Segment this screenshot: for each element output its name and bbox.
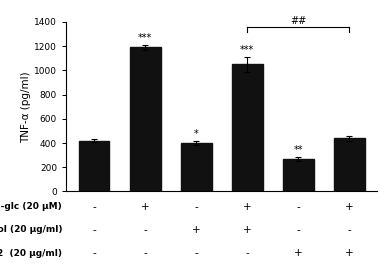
Text: Isotype control (20 μg/ml): Isotype control (20 μg/ml) xyxy=(0,226,62,235)
Bar xyxy=(334,138,364,192)
Text: -: - xyxy=(194,248,198,258)
Bar xyxy=(283,159,314,192)
Text: Emodin-glc (20 μM): Emodin-glc (20 μM) xyxy=(0,202,62,211)
Bar xyxy=(232,64,263,192)
Text: +: + xyxy=(294,248,303,258)
Text: -: - xyxy=(92,248,96,258)
Text: ***: *** xyxy=(240,45,254,55)
Text: ##: ## xyxy=(290,16,307,26)
Bar xyxy=(79,141,109,192)
Text: Anti-TLR-2  (20 μg/ml): Anti-TLR-2 (20 μg/ml) xyxy=(0,249,62,258)
Bar xyxy=(181,143,212,192)
Text: +: + xyxy=(192,225,201,235)
Text: *: * xyxy=(194,129,199,139)
Text: -: - xyxy=(92,225,96,235)
Text: -: - xyxy=(143,225,147,235)
Y-axis label: TNF-α (pg/ml): TNF-α (pg/ml) xyxy=(21,71,32,142)
Text: +: + xyxy=(243,202,252,212)
Text: +: + xyxy=(243,225,252,235)
Text: ***: *** xyxy=(138,33,152,43)
Text: -: - xyxy=(245,248,249,258)
Bar xyxy=(130,47,161,192)
Text: +: + xyxy=(345,202,354,212)
Text: +: + xyxy=(345,248,354,258)
Text: -: - xyxy=(296,202,300,212)
Text: -: - xyxy=(143,248,147,258)
Text: **: ** xyxy=(294,145,303,155)
Text: -: - xyxy=(347,225,351,235)
Text: -: - xyxy=(194,202,198,212)
Text: -: - xyxy=(92,202,96,212)
Text: -: - xyxy=(296,225,300,235)
Text: +: + xyxy=(141,202,149,212)
